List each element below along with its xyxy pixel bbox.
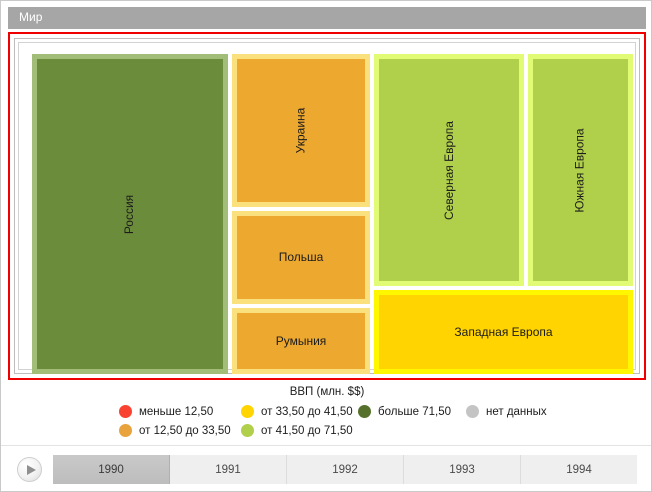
legend-swatch-icon <box>241 405 254 418</box>
play-icon <box>26 464 36 475</box>
legend-swatch-icon <box>358 405 371 418</box>
legend: ВВП (млн. $$) меньше 12,50 от 12,50 до 33… <box>1 384 651 442</box>
treemap-cell-label: Россия <box>122 194 137 234</box>
legend-swatch-icon <box>119 405 132 418</box>
treemap-cell[interactable]: Южная Европа <box>528 54 633 286</box>
play-button[interactable] <box>17 457 42 482</box>
legend-swatch-icon <box>466 405 479 418</box>
year-slider[interactable]: 1990 1991 1992 1993 1994 <box>53 455 637 484</box>
treemap-cell-label: Западная Европа <box>454 324 553 339</box>
year-tab-1993[interactable]: 1993 <box>404 455 521 484</box>
year-tab-1994[interactable]: 1994 <box>521 455 637 484</box>
legend-swatch-icon <box>241 424 254 437</box>
legend-item[interactable]: от 12,50 до 33,50 <box>119 422 231 439</box>
legend-label: от 12,50 до 33,50 <box>139 424 231 437</box>
treemap-cell-label: Польша <box>278 250 324 264</box>
treemap-plot-area: Россия Украина Польша Румыния Северная Европ… <box>21 45 633 374</box>
treemap-cell[interactable]: Западная Европа <box>374 290 633 374</box>
treemap-cell-label: Северная Европа <box>441 120 456 220</box>
legend-swatch-icon <box>119 424 132 437</box>
treemap-cell-label: Украина <box>293 107 308 154</box>
legend-label: меньше 12,50 <box>139 405 214 418</box>
legend-item[interactable]: больше 71,50 <box>358 403 451 420</box>
year-tab-1991[interactable]: 1991 <box>170 455 287 484</box>
legend-item[interactable]: меньше 12,50 <box>119 403 213 420</box>
treemap-frame-outer: Россия Украина Польша Румыния Северная Европ… <box>14 38 640 374</box>
treemap-container: Россия Украина Польша Румыния Северная Европ… <box>8 32 646 380</box>
legend-item[interactable]: от 33,50 до 41,50 <box>241 403 353 420</box>
treemap-frame-inner: Россия Украина Польша Румыния Северная Европ… <box>18 42 636 374</box>
treemap-cell[interactable]: Россия <box>32 54 228 374</box>
breadcrumb-header[interactable]: Мир <box>8 7 646 29</box>
legend-item[interactable]: от 41,50 до 71,50 <box>241 422 353 439</box>
treemap-cell[interactable]: Северная Европа <box>374 54 524 286</box>
legend-label: от 41,50 до 71,50 <box>261 424 353 437</box>
treemap-cell-label: Южная Европа <box>573 127 587 213</box>
treemap-cell[interactable]: Польша <box>232 211 370 304</box>
year-tab-1992[interactable]: 1992 <box>287 455 404 484</box>
treemap-cell[interactable]: Украина <box>232 54 370 207</box>
legend-label: нет данных <box>486 405 547 418</box>
year-tab-1990[interactable]: 1990 <box>53 455 170 484</box>
legend-title: ВВП (млн. $$) <box>289 386 365 398</box>
legend-item[interactable]: нет данных <box>466 403 547 420</box>
page-title: Мир <box>19 10 43 24</box>
legend-label: больше 71,50 <box>378 405 452 418</box>
treemap-cell[interactable]: Румыния <box>232 308 370 374</box>
treemap-cell-label: Румыния <box>275 333 327 348</box>
timeline-control: 1990 1991 1992 1993 1994 <box>1 445 651 491</box>
legend-items: меньше 12,50 от 12,50 до 33,50 от 33,50 до… <box>1 403 651 441</box>
legend-label: от 33,50 до 41,50 <box>261 405 353 418</box>
